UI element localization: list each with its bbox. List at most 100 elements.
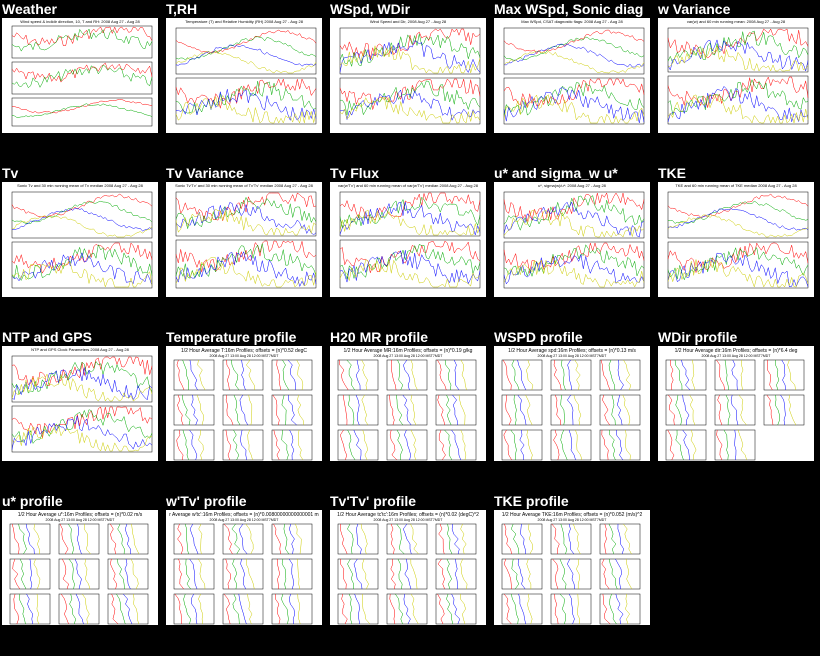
panel-title[interactable]: Tv bbox=[2, 165, 19, 181]
plot-thumbnail[interactable]: Sonic Tv and 30 min running mean of Tv m… bbox=[2, 182, 158, 297]
plot-graphic bbox=[667, 191, 809, 289]
plot-thumbnail[interactable]: 1/2 Hour Average T:16m Profiles; offsets… bbox=[166, 346, 322, 461]
panel-title[interactable]: WDir profile bbox=[658, 329, 738, 345]
plot-graphic bbox=[11, 355, 153, 453]
panel-wspd-profile: WSPD profile 1/2 Hour Average spd:16m Pro… bbox=[492, 328, 652, 488]
plot-graphic bbox=[665, 359, 805, 461]
plot-caption: u*, sigma(w)/u*: 2008 Aug 27 - Aug 28 bbox=[538, 183, 606, 188]
panel-h20-mr-profile: H20 MR profile 1/2 Hour Average MR:16m Pr… bbox=[328, 328, 488, 488]
panel-tv-variance: Tv Variance Sonic Tv'Tv' and 30 min runni… bbox=[164, 164, 324, 324]
plot-caption: Sonic Tv'Tv' and 30 min running mean of … bbox=[175, 183, 313, 188]
panel-t-rh: T,RH Temperature (T) and Relative Humidit… bbox=[164, 0, 324, 160]
panel-title[interactable]: u* and sigma_w u* bbox=[494, 165, 618, 181]
panel-title[interactable]: Weather bbox=[2, 1, 57, 17]
plot-subcaption: 2008 Aug 27 13:00 Aug 28 12:00 MST7MDT bbox=[537, 354, 607, 358]
plot-graphic bbox=[11, 25, 153, 127]
plot-subcaption: 2008 Aug 27 13:00 Aug 28 12:00 MST7MDT bbox=[373, 354, 443, 358]
panel-w-tv-profile: w'Tv' profile r Average w'tc':16m Profile… bbox=[164, 492, 324, 652]
plot-caption: var(w) and 60 min running mean: 2008 Aug… bbox=[686, 19, 786, 24]
panel-title[interactable]: NTP and GPS bbox=[2, 329, 92, 345]
panel-tv-flux: Tv Flux var(w'Tv') and 60 min running mea… bbox=[328, 164, 488, 324]
panel-tv-tv-profile: Tv'Tv' profile 1/2 Hour Average tc'tc':16… bbox=[328, 492, 488, 652]
panel-u-profile: u* profile 1/2 Hour Average u*:16m Profil… bbox=[0, 492, 160, 652]
plot-subcaption: 2008 Aug 27 13:00 Aug 28 12:00 MST7MDT bbox=[45, 518, 115, 522]
panel-tke-profile: TKE profile 1/2 Hour Average TKE:16m Prof… bbox=[492, 492, 652, 652]
plot-thumbnail[interactable]: 1/2 Hour Average tc'tc':16m Profiles; of… bbox=[330, 510, 486, 625]
plot-caption: TKE and 60 min running mean of TKE media… bbox=[675, 183, 797, 188]
plot-graphic bbox=[175, 27, 317, 125]
plot-graphic bbox=[9, 523, 149, 625]
panel-title[interactable]: TKE profile bbox=[494, 493, 569, 509]
panel-weather: Weather Wind speed & indidir direction, 1… bbox=[0, 0, 160, 160]
plot-subcaption: 2008 Aug 27 13:00 Aug 28 12:00 MST7MDT bbox=[537, 518, 607, 522]
panel-title[interactable]: Tv Variance bbox=[166, 165, 244, 181]
plot-thumbnail[interactable]: Temperature (T) and Relative Humidity (R… bbox=[166, 18, 322, 133]
plot-graphic bbox=[337, 359, 477, 461]
panel-title[interactable]: WSpd, WDir bbox=[330, 1, 411, 17]
plot-thumbnail[interactable]: 1/2 Hour Average u*:16m Profiles; offset… bbox=[2, 510, 158, 625]
plot-caption: Temperature (T) and Relative Humidity (R… bbox=[185, 19, 303, 24]
plot-graphic bbox=[173, 359, 313, 461]
plot-thumbnail[interactable]: 1/2 Hour Average dir:16m Profiles; offse… bbox=[658, 346, 814, 461]
panel-u-and-sigma-w-u: u* and sigma_w u* u*, sigma(w)/u*: 2008 A… bbox=[492, 164, 652, 324]
plot-caption: 1/2 Hour Average tc'tc':16m Profiles; of… bbox=[337, 512, 479, 518]
plot-caption: 1/2 Hour Average MR:16m Profiles; offset… bbox=[343, 348, 473, 354]
panel-temperature-profile: Temperature profile 1/2 Hour Average T:16… bbox=[164, 328, 324, 488]
plot-caption: Wind Speed and Dir, 2008 Aug 27 - Aug 28 bbox=[369, 19, 447, 24]
panel-title[interactable]: WSPD profile bbox=[494, 329, 583, 345]
plot-thumbnail[interactable]: Sonic Tv'Tv' and 30 min running mean of … bbox=[166, 182, 322, 297]
plot-caption: 1/2 Hour Average T:16m Profiles; offsets… bbox=[180, 348, 308, 354]
panel-ntp-and-gps: NTP and GPS NTP and GPS Clock Parameters … bbox=[0, 328, 160, 488]
plot-subcaption: 2008 Aug 27 13:00 Aug 28 12:00 MST7MDT bbox=[209, 518, 279, 522]
plot-thumbnail[interactable]: 1/2 Hour Average MR:16m Profiles; offset… bbox=[330, 346, 486, 461]
panel-title[interactable]: w Variance bbox=[658, 1, 731, 17]
plot-graphic bbox=[339, 191, 481, 289]
plot-thumbnail[interactable]: NTP and GPS Clock Parameters 2008 Aug 27… bbox=[2, 346, 158, 461]
panel-title[interactable]: w'Tv' profile bbox=[166, 493, 247, 509]
panel-title[interactable]: T,RH bbox=[166, 1, 198, 17]
plot-subcaption: 2008 Aug 27 13:00 Aug 28 12:00 MST7MDT bbox=[701, 354, 771, 358]
plot-graphic bbox=[503, 27, 645, 125]
plot-subcaption: 2008 Aug 27 13:00 Aug 28 12:00 MST7MDT bbox=[373, 518, 443, 522]
plot-thumbnail[interactable]: Max WSpd, CSAT diagnostic flags: 2008 Au… bbox=[494, 18, 650, 133]
plot-caption: r Average w'tc':16m Profiles; offsets = … bbox=[169, 512, 319, 518]
plot-caption: var(w'Tv') and 60 min running mean of va… bbox=[337, 183, 478, 188]
plot-thumbnail[interactable]: TKE and 60 min running mean of TKE media… bbox=[658, 182, 814, 297]
panel-tv: Tv Sonic Tv and 30 min running mean of Tv… bbox=[0, 164, 160, 324]
panel-title[interactable]: TKE bbox=[658, 165, 686, 181]
plot-graphic bbox=[11, 191, 153, 289]
panel-title[interactable]: H20 MR profile bbox=[330, 329, 429, 345]
plot-caption: Max WSpd, CSAT diagnostic flags: 2008 Au… bbox=[521, 19, 623, 24]
panel-wdir-profile: WDir profile 1/2 Hour Average dir:16m Pro… bbox=[656, 328, 816, 488]
plot-caption: Wind speed & indidir direction, 10, T an… bbox=[20, 19, 140, 24]
panel-title[interactable]: Max WSpd, Sonic diag bbox=[494, 1, 644, 17]
plot-thumbnail[interactable]: 1/2 Hour Average TKE:16m Profiles; offse… bbox=[494, 510, 650, 625]
plot-graphic bbox=[173, 523, 313, 625]
panel-title[interactable]: Temperature profile bbox=[166, 329, 297, 345]
plot-caption: Sonic Tv and 30 min running mean of Tv m… bbox=[17, 183, 143, 188]
plot-thumbnail[interactable]: var(w) and 60 min running mean: 2008 Aug… bbox=[658, 18, 814, 133]
panel-title[interactable]: u* profile bbox=[2, 493, 63, 509]
plot-caption: 1/2 Hour Average dir:16m Profiles; offse… bbox=[674, 348, 798, 354]
plot-thumbnail[interactable]: u*, sigma(w)/u*: 2008 Aug 27 - Aug 28 bbox=[494, 182, 650, 297]
plot-graphic bbox=[175, 191, 317, 289]
plot-thumbnail[interactable]: Wind Speed and Dir, 2008 Aug 27 - Aug 28 bbox=[330, 18, 486, 133]
plot-thumbnail[interactable]: var(w'Tv') and 60 min running mean of va… bbox=[330, 182, 486, 297]
plot-subcaption: 2008 Aug 27 13:00 Aug 28 12:00 MST7MDT bbox=[209, 354, 279, 358]
panel-w-variance: w Variance var(w) and 60 min running mean… bbox=[656, 0, 816, 160]
plot-graphic bbox=[503, 191, 645, 289]
panel-max-wspd-sonic-diag: Max WSpd, Sonic diag Max WSpd, CSAT diagn… bbox=[492, 0, 652, 160]
panel-title[interactable]: Tv Flux bbox=[330, 165, 380, 181]
plot-caption: NTP and GPS Clock Parameters 2008 Aug 27… bbox=[31, 347, 129, 352]
panel-title[interactable]: Tv'Tv' profile bbox=[330, 493, 417, 509]
plot-thumbnail[interactable]: Wind speed & indidir direction, 10, T an… bbox=[2, 18, 158, 133]
plot-thumbnail[interactable]: r Average w'tc':16m Profiles; offsets = … bbox=[166, 510, 322, 625]
plot-thumbnail[interactable]: 1/2 Hour Average spd:16m Profiles; offse… bbox=[494, 346, 650, 461]
panel-tke: TKE TKE and 60 min running mean of TKE me… bbox=[656, 164, 816, 324]
panel-wspd-wdir: WSpd, WDir Wind Speed and Dir, 2008 Aug 2… bbox=[328, 0, 488, 160]
plot-graphic bbox=[337, 523, 477, 625]
plot-caption: 1/2 Hour Average u*:16m Profiles; offset… bbox=[17, 512, 143, 518]
plot-caption: 1/2 Hour Average TKE:16m Profiles; offse… bbox=[501, 512, 643, 518]
plot-graphic bbox=[501, 523, 641, 625]
plot-graphic bbox=[501, 359, 641, 461]
